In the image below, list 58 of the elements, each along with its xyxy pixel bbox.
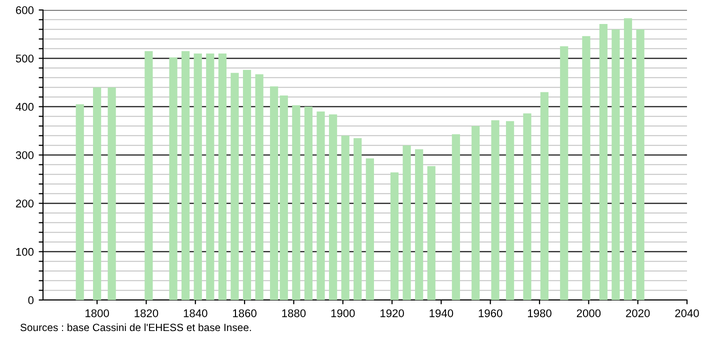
bar <box>599 24 608 300</box>
bar <box>452 134 460 300</box>
bar <box>182 51 190 300</box>
bar <box>292 105 300 300</box>
x-tick-label: 1800 <box>86 309 109 318</box>
bar <box>612 29 620 300</box>
x-tick-label: 2040 <box>675 309 699 318</box>
bar <box>523 113 532 300</box>
source-note: Sources : base Cassini de l'EHESS et base Insee. <box>20 323 251 332</box>
bar <box>255 74 264 300</box>
x-tick-label: 2020 <box>626 309 650 318</box>
bar <box>540 92 548 300</box>
bar <box>402 145 411 300</box>
bar <box>491 120 500 300</box>
bar <box>624 18 632 300</box>
y-tick-label: 300 <box>16 151 34 160</box>
x-tick-label: 1980 <box>528 309 552 318</box>
y-tick-label: 500 <box>16 54 34 62</box>
bar <box>354 138 362 300</box>
bar <box>144 51 153 300</box>
bar <box>341 136 350 300</box>
bar <box>280 96 288 300</box>
x-tick-label: 1860 <box>233 309 256 318</box>
bar <box>169 57 178 300</box>
x-tick-label: 1820 <box>134 309 158 318</box>
bar <box>472 126 480 300</box>
bar <box>76 104 84 300</box>
bar <box>636 29 644 300</box>
bar <box>366 158 374 300</box>
x-tick-label: 1900 <box>331 309 355 318</box>
y-tick-label: 400 <box>16 102 34 111</box>
bar <box>390 172 399 300</box>
bar <box>415 149 424 300</box>
bar <box>304 106 313 300</box>
y-tick-label: 100 <box>16 248 34 256</box>
bar <box>316 112 325 300</box>
x-tick-label: 1880 <box>282 309 306 318</box>
bar <box>270 86 278 300</box>
bar <box>328 114 338 300</box>
bar <box>506 121 514 300</box>
bar <box>582 36 590 300</box>
y-tick-label: 0 <box>28 296 34 304</box>
bar <box>218 54 226 300</box>
x-tick-label: 1960 <box>478 309 502 318</box>
y-tick-label: 200 <box>16 200 34 208</box>
bar <box>194 54 202 300</box>
x-tick-label: 1940 <box>430 309 454 318</box>
x-tick-label: 2000 <box>576 309 601 318</box>
bar <box>560 46 568 300</box>
x-tick-label: 1920 <box>380 309 404 318</box>
bar <box>230 72 239 300</box>
bar <box>93 87 102 300</box>
bar <box>206 54 214 300</box>
x-tick-label: 1840 <box>184 309 208 318</box>
bar <box>427 166 436 300</box>
bar <box>108 87 116 300</box>
bar <box>242 70 252 300</box>
y-tick-label: 600 <box>16 6 34 14</box>
